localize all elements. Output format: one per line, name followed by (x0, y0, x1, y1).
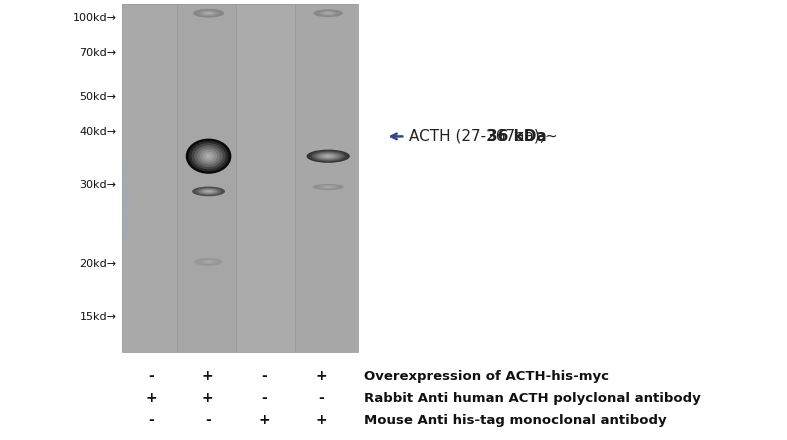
Ellipse shape (207, 261, 210, 262)
Ellipse shape (315, 10, 342, 17)
Ellipse shape (189, 141, 228, 172)
Ellipse shape (200, 150, 217, 163)
Ellipse shape (206, 191, 211, 192)
Ellipse shape (194, 258, 223, 266)
Text: -: - (261, 391, 268, 405)
Ellipse shape (198, 147, 220, 165)
Text: 30kd→: 30kd→ (79, 180, 116, 190)
Ellipse shape (202, 190, 215, 193)
Ellipse shape (198, 188, 219, 194)
Ellipse shape (312, 151, 345, 161)
Text: -: - (318, 391, 324, 405)
Text: 50kd→: 50kd→ (79, 92, 116, 102)
Bar (236, 4, 295, 352)
Text: 100kd→: 100kd→ (72, 13, 116, 22)
Ellipse shape (203, 260, 214, 263)
Text: +: + (259, 413, 270, 427)
Ellipse shape (198, 11, 219, 16)
Text: -: - (205, 413, 211, 427)
Bar (122, 4, 358, 352)
Ellipse shape (316, 185, 340, 189)
Ellipse shape (206, 13, 211, 14)
Text: +: + (146, 391, 157, 405)
Ellipse shape (200, 189, 217, 194)
Ellipse shape (315, 152, 342, 160)
Text: 20kd→: 20kd→ (79, 259, 116, 269)
Text: 40kd→: 40kd→ (79, 127, 116, 137)
Ellipse shape (323, 154, 334, 158)
Text: 36 kDa: 36 kDa (487, 129, 547, 144)
Text: +: + (202, 369, 213, 383)
Ellipse shape (191, 143, 226, 169)
Text: +: + (316, 369, 327, 383)
Ellipse shape (324, 12, 332, 14)
Ellipse shape (192, 187, 225, 196)
Text: 15kd→: 15kd→ (79, 312, 116, 322)
Ellipse shape (201, 260, 216, 264)
Text: +: + (316, 413, 327, 427)
Ellipse shape (312, 184, 344, 190)
Ellipse shape (323, 12, 334, 15)
Ellipse shape (205, 190, 212, 193)
Ellipse shape (317, 153, 339, 159)
Ellipse shape (205, 154, 212, 158)
Ellipse shape (196, 188, 221, 195)
Text: Rabbit Anti human ACTH polyclonal antibody: Rabbit Anti human ACTH polyclonal antibo… (364, 392, 701, 405)
Ellipse shape (309, 150, 347, 162)
Ellipse shape (319, 11, 338, 16)
Ellipse shape (324, 186, 332, 188)
Text: -: - (148, 413, 154, 427)
Ellipse shape (313, 9, 343, 17)
Ellipse shape (318, 185, 338, 189)
Bar (122, 4, 177, 352)
Text: ACTH (27-267aa);~: ACTH (27-267aa);~ (409, 129, 558, 144)
Bar (295, 4, 358, 352)
Ellipse shape (327, 13, 330, 14)
Ellipse shape (200, 259, 217, 264)
Ellipse shape (195, 9, 223, 17)
Ellipse shape (194, 145, 223, 167)
Ellipse shape (203, 152, 214, 161)
Ellipse shape (320, 154, 336, 159)
Ellipse shape (321, 11, 335, 15)
Ellipse shape (315, 184, 342, 190)
Ellipse shape (193, 9, 224, 18)
Ellipse shape (317, 10, 339, 16)
Ellipse shape (320, 186, 336, 188)
Ellipse shape (186, 139, 231, 174)
Ellipse shape (194, 187, 223, 196)
Text: Overexpression of ACTH-his-myc: Overexpression of ACTH-his-myc (364, 370, 609, 383)
Ellipse shape (197, 10, 220, 16)
Ellipse shape (307, 150, 350, 163)
Text: -: - (148, 369, 154, 383)
Ellipse shape (323, 186, 334, 188)
Ellipse shape (198, 259, 219, 265)
Ellipse shape (205, 12, 212, 14)
Text: -: - (261, 369, 268, 383)
Text: www.ptglab.com: www.ptglab.com (123, 160, 132, 236)
Text: Mouse Anti his-tag monoclonal antibody: Mouse Anti his-tag monoclonal antibody (364, 414, 667, 427)
Ellipse shape (203, 11, 214, 15)
Ellipse shape (326, 155, 331, 157)
Ellipse shape (201, 11, 216, 15)
Ellipse shape (205, 261, 212, 263)
Ellipse shape (196, 258, 221, 265)
Text: 70kd→: 70kd→ (79, 48, 116, 58)
Bar (177, 4, 236, 352)
Text: +: + (202, 391, 213, 405)
